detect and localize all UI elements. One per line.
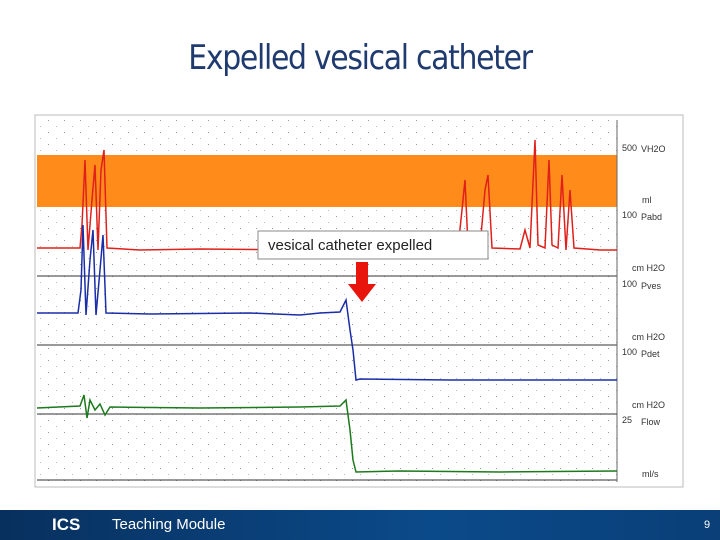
channel-scale: 500 <box>622 143 637 153</box>
pves-trace <box>37 224 617 381</box>
channel-unit: cm H2O <box>632 400 665 410</box>
flow-trace <box>36 394 618 473</box>
channel-name: Pdet <box>641 349 660 359</box>
annotation-box <box>257 230 489 260</box>
channel-name: Flow <box>641 417 661 427</box>
slide-title: Expelled vesical catheter <box>188 38 533 78</box>
footer-bar: ICS Teaching Module 9 <box>0 510 720 540</box>
channel-scale: 100 <box>622 210 637 220</box>
channel-unit: ml/s <box>642 469 659 479</box>
channel-unit: cm H2O <box>632 263 665 273</box>
page-number: 9 <box>704 519 711 531</box>
arrow <box>348 262 376 302</box>
channel-scale: 25 <box>622 415 632 425</box>
channel-scale: 100 <box>622 279 637 289</box>
channel-name: Pves <box>641 281 662 291</box>
highlight-band <box>37 155 617 207</box>
footer-logo: ICS <box>52 515 81 534</box>
channel-unit: ml <box>642 195 652 205</box>
channel-name: VH2O <box>641 144 666 154</box>
channel-scale: 100 <box>622 347 637 357</box>
annotation-text: vesical catheter expelled <box>268 237 432 254</box>
channel-name: Pabd <box>641 212 662 222</box>
channel-separators <box>37 275 617 481</box>
channel-unit: cm H2O <box>632 332 665 342</box>
footer-label: Teaching Module <box>112 516 226 533</box>
